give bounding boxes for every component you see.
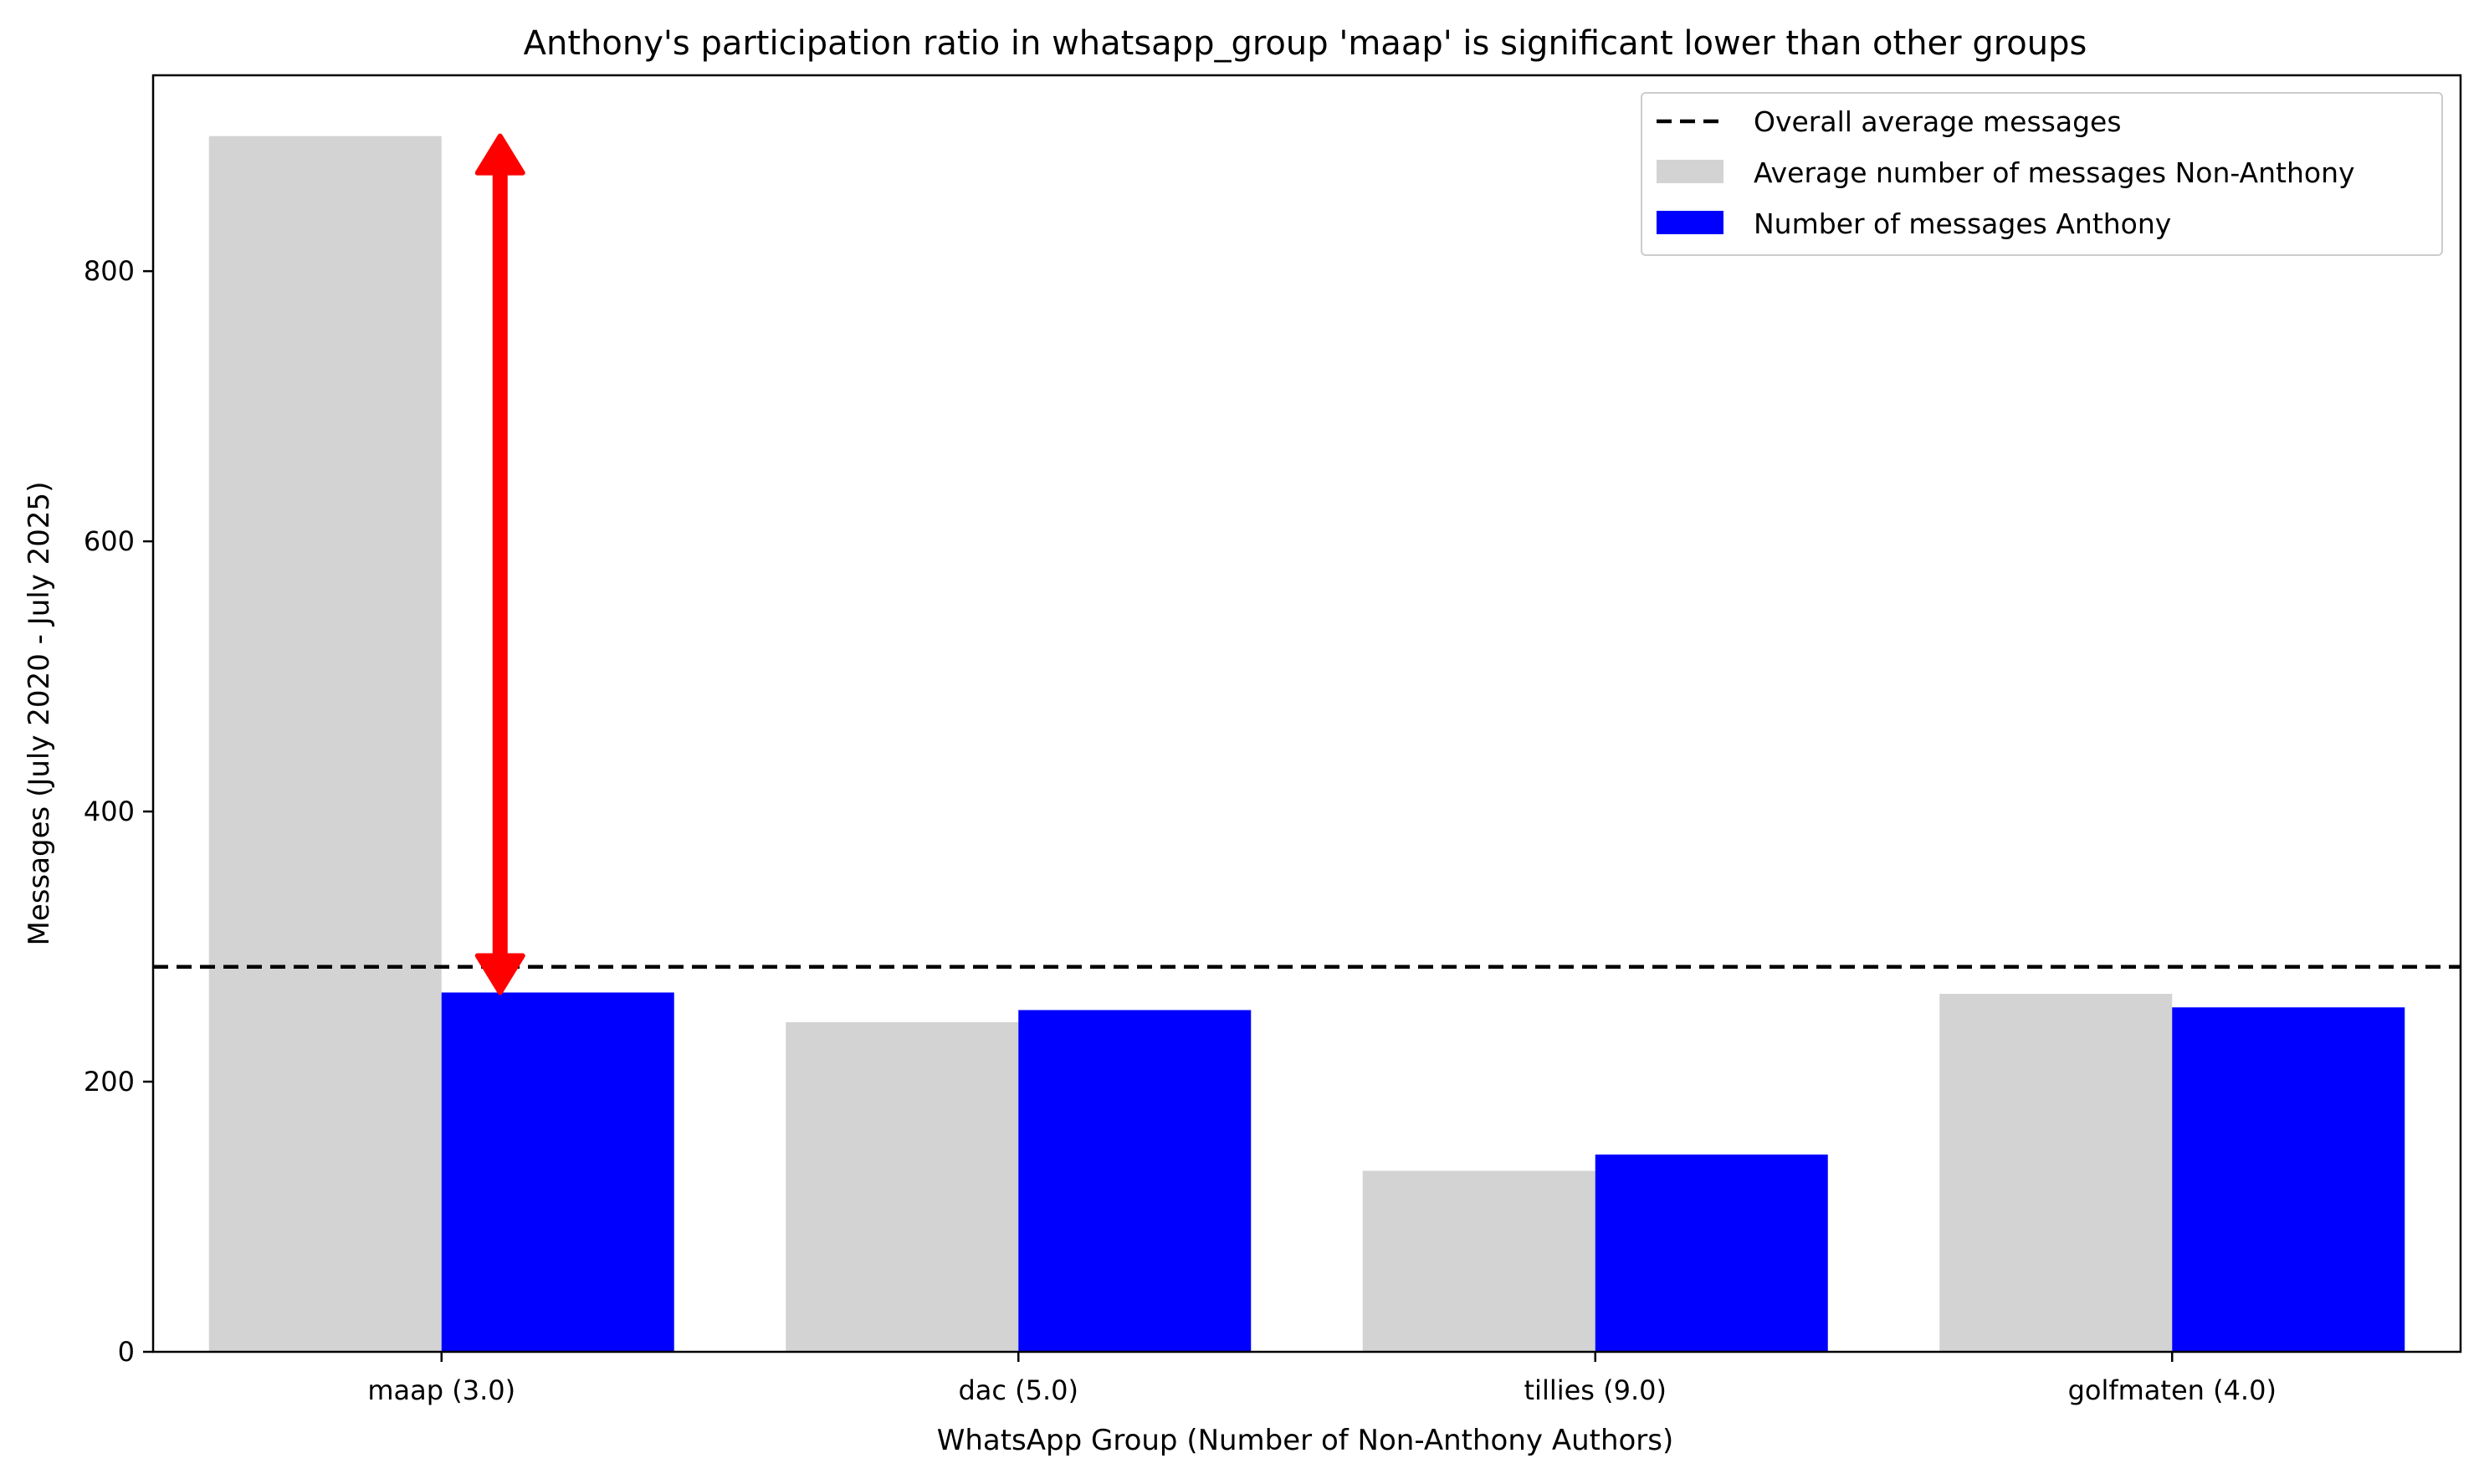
y-tick-label-3: 600	[84, 525, 135, 557]
plot-area	[151, 74, 2462, 1354]
x-tick-label-2: tillies (9.0)	[1524, 1374, 1667, 1406]
legend: Overall average messages Average number …	[1641, 92, 2443, 256]
x-axis-label: WhatsApp Group (Number of Non-Anthony Au…	[937, 1424, 1674, 1457]
chart-title: Anthony's participation ratio in whatsap…	[524, 24, 2087, 63]
bar-anthony-1	[1018, 1010, 1252, 1352]
x-tick-label-0: maap (3.0)	[367, 1374, 515, 1406]
plot-frame	[151, 74, 2462, 1354]
x-axis: maap (3.0) dac (5.0) tillies (9.0) golfmate…	[367, 1352, 2277, 1406]
legend-frame	[1641, 92, 2443, 256]
y-tick-label-1: 200	[84, 1066, 135, 1098]
bar-non-anthony-1	[786, 1021, 1019, 1352]
y-tick-label-4: 800	[84, 255, 135, 287]
y-axis: 0 200 400 600 800	[84, 255, 153, 1368]
bar-anthony-2	[1595, 1154, 1828, 1352]
annotation-layer	[474, 133, 525, 995]
x-tick-label-1: dac (5.0)	[958, 1374, 1078, 1406]
y-tick-label-2: 400	[84, 796, 135, 827]
bar-non-anthony-0	[208, 136, 442, 1353]
legend-swatch-non-anthony	[1657, 160, 1723, 183]
annotation-arrowhead-bottom	[474, 953, 525, 995]
bar-anthony-3	[2172, 1007, 2405, 1352]
y-tick-label-0: 0	[118, 1336, 135, 1368]
annotation-arrowhead-top	[474, 133, 525, 176]
x-tick-label-3: golfmaten (4.0)	[2068, 1374, 2277, 1406]
legend-label-non-anthony: Average number of messages Non-Anthony	[1754, 156, 2355, 189]
legend-label-reference-line: Overall average messages	[1754, 105, 2122, 138]
bar-non-anthony-3	[1939, 994, 2173, 1352]
y-axis-label: Messages (July 2020 - July 2025)	[23, 482, 56, 946]
bar-non-anthony-2	[1362, 1170, 1595, 1352]
legend-label-anthony: Number of messages Anthony	[1754, 207, 2171, 240]
legend-swatch-anthony	[1657, 211, 1723, 234]
bar-anthony-0	[441, 992, 674, 1352]
bars-layer	[208, 136, 2405, 1353]
